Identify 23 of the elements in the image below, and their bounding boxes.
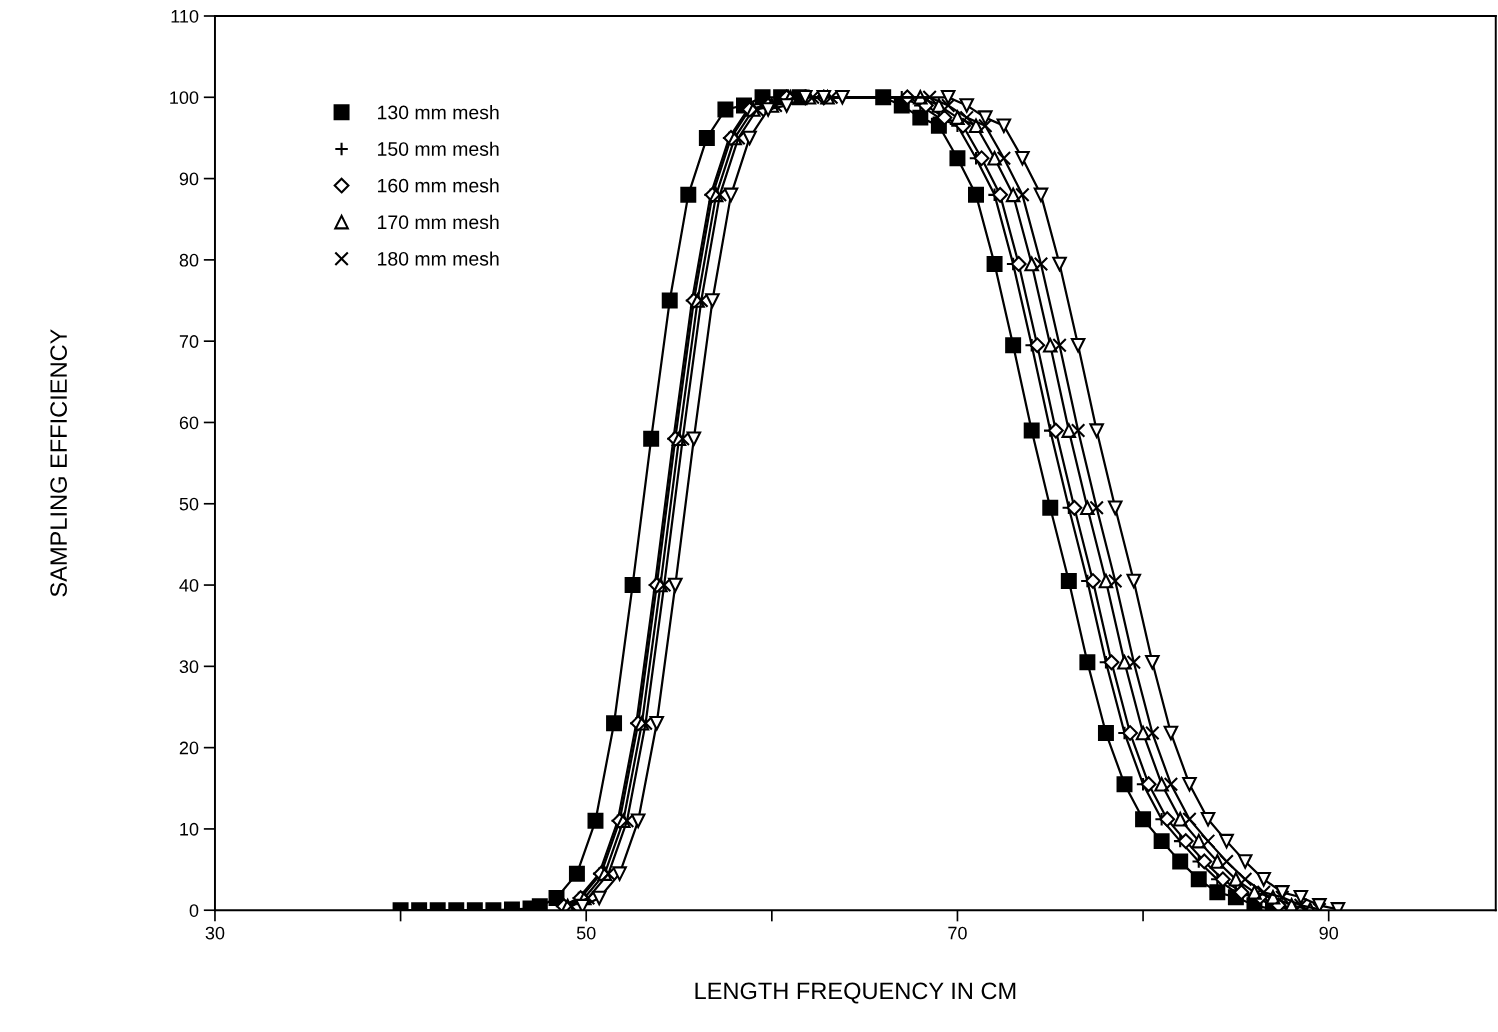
y-tick-label: 90 <box>179 172 199 186</box>
y-tick-label: 70 <box>179 335 199 348</box>
y-tick-label: 30 <box>179 660 199 674</box>
legend-label: 180 mm mesh <box>378 251 499 266</box>
legend-label: 170 mm mesh <box>378 214 499 230</box>
x-tick-label: 90 <box>1319 926 1339 940</box>
y-tick-label: 80 <box>179 253 199 267</box>
x-tick-label: 70 <box>948 926 967 940</box>
legend-label: 150 mm mesh <box>378 141 499 156</box>
y-tick-label: 10 <box>180 822 199 836</box>
y-axis-title: SAMPLING EFFICIENCY <box>50 329 67 597</box>
legend-label: 160 mm mesh <box>378 178 499 193</box>
legend-label: 130 mm mesh <box>378 105 499 120</box>
y-tick-label: 60 <box>179 416 199 430</box>
y-tick-label: 0 <box>189 904 199 917</box>
y-tick-label: 50 <box>179 497 199 511</box>
y-tick-label: 100 <box>170 91 199 105</box>
x-axis-title: LENGTH FREQUENCY IN CM <box>695 982 1016 1004</box>
y-tick-label: 20 <box>179 741 199 755</box>
y-tick-label: 40 <box>179 578 199 592</box>
x-tick-label: 50 <box>576 926 596 940</box>
y-tick-label: 110 <box>171 9 199 23</box>
x-tick-label: 30 <box>205 926 225 940</box>
